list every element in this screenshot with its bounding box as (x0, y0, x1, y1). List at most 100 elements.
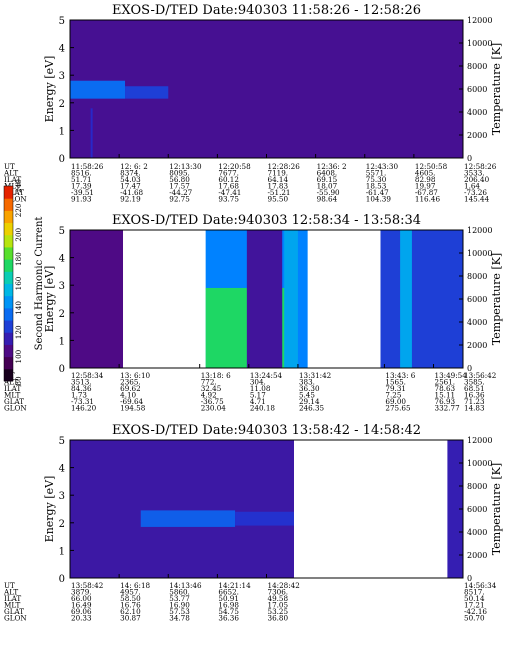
colorbar-segment (4, 344, 13, 358)
row-label-mlt: MLT (4, 391, 21, 400)
data-gap-1 (294, 440, 448, 578)
table-cell: 69.06 (71, 607, 92, 616)
table-cell: 17.05 (268, 601, 289, 610)
table-cell: -55.90 (317, 188, 340, 197)
table-cell: 14:21:14 (218, 581, 251, 590)
table-cell: 79.31 (385, 384, 406, 393)
table-cell: 12:50:58 (415, 162, 448, 171)
colorbar-tick-label: 140 (14, 301, 23, 315)
colorbar-segment (4, 356, 13, 370)
colorbar-segment (4, 332, 13, 345)
row-label-glat: GLAT (4, 397, 24, 406)
table-cell: 13:18: 6 (201, 371, 231, 380)
y2-tick-label: 6000 (467, 85, 487, 94)
chart-title: EXOS-D/TED Date:940303 13:58:42 - 14:58:… (112, 423, 421, 438)
table-cell: 12:20:58 (218, 162, 251, 171)
table-cell: -36.75 (201, 397, 224, 406)
y2-tick-label: 10000 (467, 459, 492, 468)
table-cell: 20.33 (71, 614, 92, 623)
table-cell: 54.75 (218, 607, 239, 616)
y2-tick-label: 12000 (467, 16, 492, 25)
table-cell: -39.51 (71, 188, 94, 197)
y-tick-label: 4 (59, 44, 65, 55)
table-cell: -73.31 (71, 397, 94, 406)
table-cell: 5.45 (299, 391, 315, 400)
table-cell: 1.73 (71, 391, 87, 400)
table-cell: 16.49 (71, 601, 92, 610)
table-cell: 14: 6:18 (120, 581, 150, 590)
chart-panel-3: EXOS-D/TED Date:940303 13:58:42 - 14:58:… (3, 423, 503, 623)
table-cell: 13:49:54 (435, 371, 468, 380)
table-cell: 16.36 (464, 391, 485, 400)
table-cell: 17.47 (120, 182, 141, 191)
table-cell: 50.91 (218, 594, 239, 603)
table-cell: 14:28:42 (268, 581, 300, 590)
table-cell: 4957. (120, 588, 141, 597)
table-cell: 29.14 (299, 397, 320, 406)
colorbar-segment (4, 222, 13, 236)
y2-tick-label: 0 (467, 574, 472, 583)
table-cell: 58.50 (120, 594, 141, 603)
table-cell: 92.19 (120, 195, 141, 204)
row-label-ilat: ILAT (4, 594, 21, 603)
table-cell: 12:43:30 (366, 162, 399, 171)
table-cell: 145.44 (464, 195, 490, 204)
table-cell: 71.23 (464, 397, 485, 406)
colorbar-tick-label: 220 (14, 203, 23, 217)
y2-tick-label: 6000 (467, 505, 487, 514)
y-tick-label: 2 (59, 309, 65, 320)
heat-band-4 (447, 440, 463, 578)
colorbar-tick-label: 200 (14, 227, 23, 241)
orbit-table: UTALTILATMLTGLATGLON11:58:268516.51.7117… (3, 162, 497, 204)
y-tick-label: 4 (59, 254, 65, 265)
y-tick-label: 0 (59, 364, 65, 375)
y2-tick-label: 0 (467, 364, 472, 373)
row-label-alt: ALT (3, 588, 18, 597)
table-cell: 32.45 (201, 384, 222, 393)
colorbar-segment (4, 368, 13, 382)
table-cell: 18.07 (317, 182, 338, 191)
colorbar-segment (4, 246, 13, 260)
table-cell: 6408. (317, 169, 338, 178)
y-tick-label: 1 (59, 126, 65, 137)
y2-tick-label: 8000 (467, 272, 487, 281)
table-cell: 69.00 (385, 397, 406, 406)
table-cell: 116.46 (415, 195, 441, 204)
row-label-mlt: MLT (4, 601, 21, 610)
row-label-glon: GLON (4, 404, 27, 413)
orbit-table: UTALTILATMLTGLATGLON12:58:343513.84.361.… (3, 371, 496, 413)
table-cell: 12:13:30 (169, 162, 202, 171)
y-tick-label: 0 (59, 574, 65, 585)
y2-tick-label: 4000 (467, 318, 487, 327)
table-cell: 230.04 (201, 404, 227, 413)
table-cell: 332.77 (435, 404, 461, 413)
row-label-glat: GLAT (4, 188, 24, 197)
table-cell: 34.78 (169, 614, 190, 623)
y-tick-label: 2 (59, 99, 65, 110)
colorbar-segment (4, 271, 13, 284)
table-cell: -47.41 (218, 188, 241, 197)
row-label-alt: ALT (3, 378, 18, 387)
table-cell: 92.75 (169, 195, 190, 204)
table-cell: 5860. (169, 588, 190, 597)
table-cell: 2561. (435, 378, 456, 387)
heat-spike-2 (420, 89, 423, 158)
y2-tick-label: 10000 (467, 39, 492, 48)
table-cell: 17.39 (71, 182, 92, 191)
colorbar: 80 100 120 140 160 180 200 220 240 Second Harmoni… (3, 179, 45, 386)
y2-tick-label: 12000 (467, 226, 492, 235)
colorbar-tick-label: 240 (14, 179, 23, 193)
table-cell: 62.10 (120, 607, 141, 616)
table-cell: 13:58:42 (71, 581, 103, 590)
colorbar-segment (4, 307, 13, 321)
y-axis-label: Energy [eV] (43, 266, 56, 333)
row-label-ut: UT (4, 581, 15, 590)
table-cell: 69.15 (317, 175, 338, 184)
table-cell: 36.80 (268, 614, 289, 623)
table-cell: 54.03 (120, 175, 141, 184)
y2-tick-label: 2000 (467, 341, 487, 350)
table-cell: 13:56:42 (464, 371, 496, 380)
y-tick-label: 3 (59, 281, 65, 292)
table-cell: 64.14 (268, 175, 289, 184)
